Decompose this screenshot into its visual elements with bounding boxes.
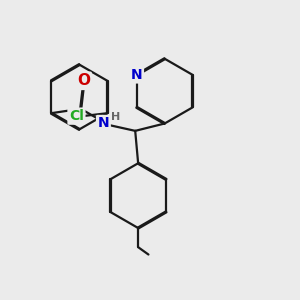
- Text: O: O: [77, 73, 90, 88]
- Text: N: N: [131, 68, 142, 82]
- Text: H: H: [111, 112, 121, 122]
- Text: Cl: Cl: [69, 109, 84, 123]
- Text: N: N: [98, 116, 109, 130]
